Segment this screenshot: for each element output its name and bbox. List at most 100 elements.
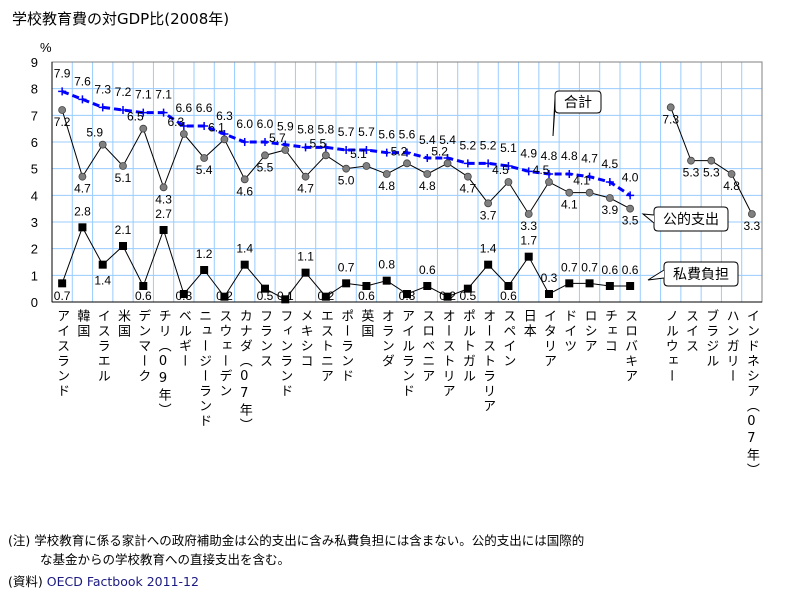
series-public-marker: [382, 170, 391, 178]
series-public-marker: [443, 159, 452, 168]
private-data-label: 2.8: [74, 204, 91, 218]
public-data-label: 5.5: [257, 160, 274, 174]
series-private-marker: [605, 282, 614, 290]
private-data-label: 0.2: [439, 289, 456, 303]
private-data-label: 0.5: [257, 289, 274, 303]
public-data-label: 5.3: [683, 166, 700, 180]
series-total-marker: [342, 146, 351, 154]
series-total-marker: [200, 122, 209, 130]
series-private-marker: [362, 282, 371, 290]
public-data-label: 6.1: [208, 120, 225, 134]
total-data-label: 7.9: [54, 66, 71, 80]
public-data-label: 4.6: [236, 184, 253, 198]
series-public-marker: [98, 140, 107, 149]
total-data-label: 5.2: [460, 138, 477, 152]
private-data-label: 0.6: [135, 289, 152, 303]
series-private-marker: [626, 282, 635, 290]
series-total-marker: [240, 138, 249, 146]
public-data-label: 6.5: [127, 110, 144, 124]
total-data-label: 7.1: [155, 88, 172, 102]
series-public-marker: [179, 130, 188, 138]
public-data-label: 5.1: [115, 171, 132, 185]
y-tick-label: 0: [31, 295, 38, 310]
public-data-label: 7.2: [54, 115, 71, 129]
series-total-marker: [524, 167, 533, 176]
private-data-label: 0.6: [602, 263, 619, 277]
public-data-label: 3.3: [744, 219, 761, 233]
x-category-label: ベルギー: [175, 309, 191, 369]
series-private-marker: [179, 290, 188, 298]
legend-private-box: [663, 261, 739, 287]
series-total-marker: [565, 170, 574, 178]
series-total-marker: [545, 170, 553, 178]
public-data-label: 4.1: [573, 174, 590, 188]
legend-public-pointer: [641, 213, 655, 224]
private-data-label: 0.3: [176, 289, 193, 303]
private-data-label: 2.7: [155, 207, 172, 221]
total-data-label: 7.6: [74, 74, 91, 88]
note-line-1: (注) 学校教育に係る家計への政府補助金は公的支出に含み私費負担には含まない。公…: [8, 533, 585, 548]
total-data-label: 5.8: [297, 122, 314, 136]
x-category-label: ブラジル: [703, 309, 719, 369]
private-data-label: 0.1: [277, 289, 294, 303]
x-category-label: 米国: [115, 309, 130, 339]
x-category-label: オーストリア: [439, 309, 455, 399]
private-data-label: 1.4: [480, 242, 497, 256]
source-text: OECD Factbook 2011-12: [46, 574, 199, 589]
public-data-label: 5.7: [269, 131, 286, 145]
series-total-marker: [362, 146, 371, 154]
private-data-label: 1.2: [196, 247, 213, 261]
series-public-marker: [463, 172, 472, 181]
x-category-label: メキシコ: [297, 309, 313, 369]
series-total-marker: [585, 172, 594, 181]
series-private-marker: [98, 260, 107, 269]
series-total-marker: [98, 103, 107, 112]
series-total-marker: [159, 108, 168, 117]
total-data-label: 5.7: [358, 125, 375, 139]
public-data-label: 5.2: [391, 144, 408, 158]
x-category-label: スロベニア: [419, 309, 435, 384]
total-data-label: 5.4: [439, 133, 456, 147]
public-data-label: 4.1: [561, 198, 578, 212]
series-private-marker: [484, 260, 493, 269]
series-public-marker: [666, 103, 675, 112]
series-public-marker: [119, 162, 127, 170]
series-total-marker: [139, 108, 148, 117]
x-category-label: スロバキア: [622, 309, 638, 384]
public-data-label: 4.5: [533, 163, 550, 177]
legend-public-box: [653, 206, 729, 232]
public-data-label: 3.9: [602, 203, 619, 217]
x-category-label: ニュージーランド: [196, 309, 212, 429]
total-data-label: 6.6: [196, 101, 213, 115]
total-data-label: 5.6: [378, 128, 395, 142]
y-tick-label: 4: [31, 188, 38, 203]
total-data-label: 4.8: [541, 149, 558, 163]
series-total-marker: [179, 122, 188, 130]
private-data-label: 0.3: [399, 289, 416, 303]
private-data-label: 1.7: [520, 234, 537, 248]
series-public-marker: [403, 159, 411, 168]
series-total-marker: [301, 143, 310, 152]
series-total-marker: [119, 106, 127, 114]
x-category-label: 日本: [520, 309, 536, 339]
public-data-label: 4.7: [460, 182, 477, 196]
private-data-label: 0.7: [54, 289, 71, 303]
series-private-marker: [565, 279, 574, 288]
public-data-label: 5.5: [310, 136, 327, 150]
series-public-marker: [484, 199, 493, 208]
total-data-label: 5.4: [419, 133, 436, 147]
series-public-marker: [321, 151, 330, 160]
series-private-marker: [423, 282, 432, 290]
series-public-marker: [707, 156, 716, 165]
private-data-label: 1.1: [297, 250, 314, 264]
series-total-marker: [58, 87, 67, 96]
x-category-label: アイルランド: [399, 309, 414, 399]
x-category-label: カナダ（07年）: [236, 309, 252, 433]
series-total-marker: [78, 95, 87, 104]
private-data-label: 0.7: [581, 260, 598, 274]
private-data-label: 0.6: [358, 289, 375, 303]
private-data-label: 2.1: [115, 223, 132, 237]
series-private-marker: [585, 279, 594, 288]
private-data-label: 0.6: [500, 289, 517, 303]
private-data-label: 0.8: [378, 258, 395, 272]
